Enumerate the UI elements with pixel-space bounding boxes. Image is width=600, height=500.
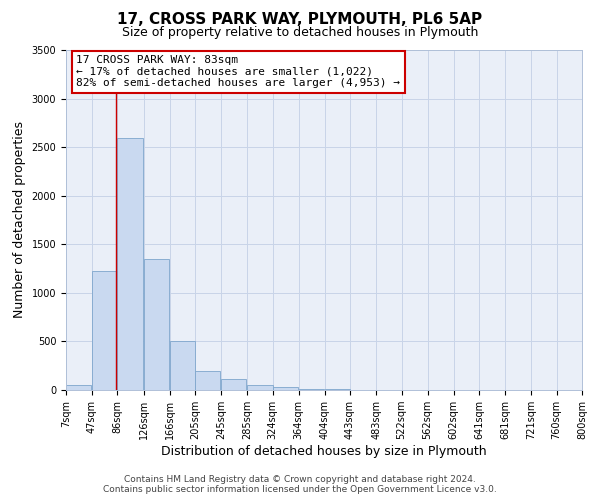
Text: 17, CROSS PARK WAY, PLYMOUTH, PL6 5AP: 17, CROSS PARK WAY, PLYMOUTH, PL6 5AP: [118, 12, 482, 28]
Bar: [272, 387, 298, 390]
Y-axis label: Number of detached properties: Number of detached properties: [13, 122, 26, 318]
Bar: [92, 270, 118, 390]
Bar: [66, 385, 91, 390]
Text: Size of property relative to detached houses in Plymouth: Size of property relative to detached ho…: [122, 26, 478, 39]
Bar: [221, 380, 247, 390]
Bar: [170, 342, 195, 390]
X-axis label: Distribution of detached houses by size in Plymouth: Distribution of detached houses by size …: [161, 445, 487, 458]
Bar: [299, 388, 324, 390]
Bar: [143, 259, 169, 390]
Text: Contains HM Land Registry data © Crown copyright and database right 2024.
Contai: Contains HM Land Registry data © Crown c…: [103, 474, 497, 494]
Bar: [247, 385, 272, 390]
Bar: [325, 389, 350, 390]
Bar: [195, 370, 220, 390]
Bar: [118, 138, 143, 390]
Text: 17 CROSS PARK WAY: 83sqm
← 17% of detached houses are smaller (1,022)
82% of sem: 17 CROSS PARK WAY: 83sqm ← 17% of detach…: [76, 55, 400, 88]
